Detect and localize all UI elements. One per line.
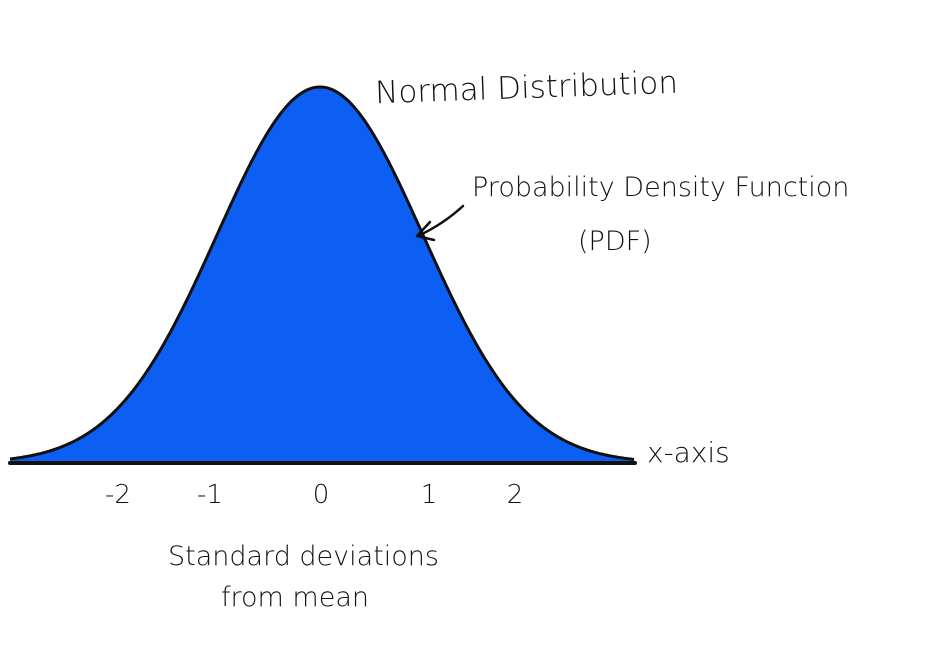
tick-label-neg2: -2 xyxy=(105,480,131,510)
pdf-label-line2: (PDF) xyxy=(578,226,652,257)
pdf-label-line1: Probability Density Function xyxy=(472,172,849,203)
tick-label-1: 1 xyxy=(421,480,438,510)
tick-label-2: 2 xyxy=(507,480,524,510)
diagram-title: Normal Distribution xyxy=(375,65,679,112)
bell-curve-fill xyxy=(10,87,635,463)
x-axis-label: x-axis xyxy=(647,436,730,469)
tick-label-neg1: -1 xyxy=(197,480,223,510)
x-description-line1: Standard deviations xyxy=(168,541,439,572)
x-description-line2: from mean xyxy=(221,582,369,613)
pdf-arrow xyxy=(416,204,465,238)
tick-label-0: 0 xyxy=(313,480,330,510)
bell-curve-outline xyxy=(9,85,635,461)
pdf-arrow-head xyxy=(415,220,436,242)
